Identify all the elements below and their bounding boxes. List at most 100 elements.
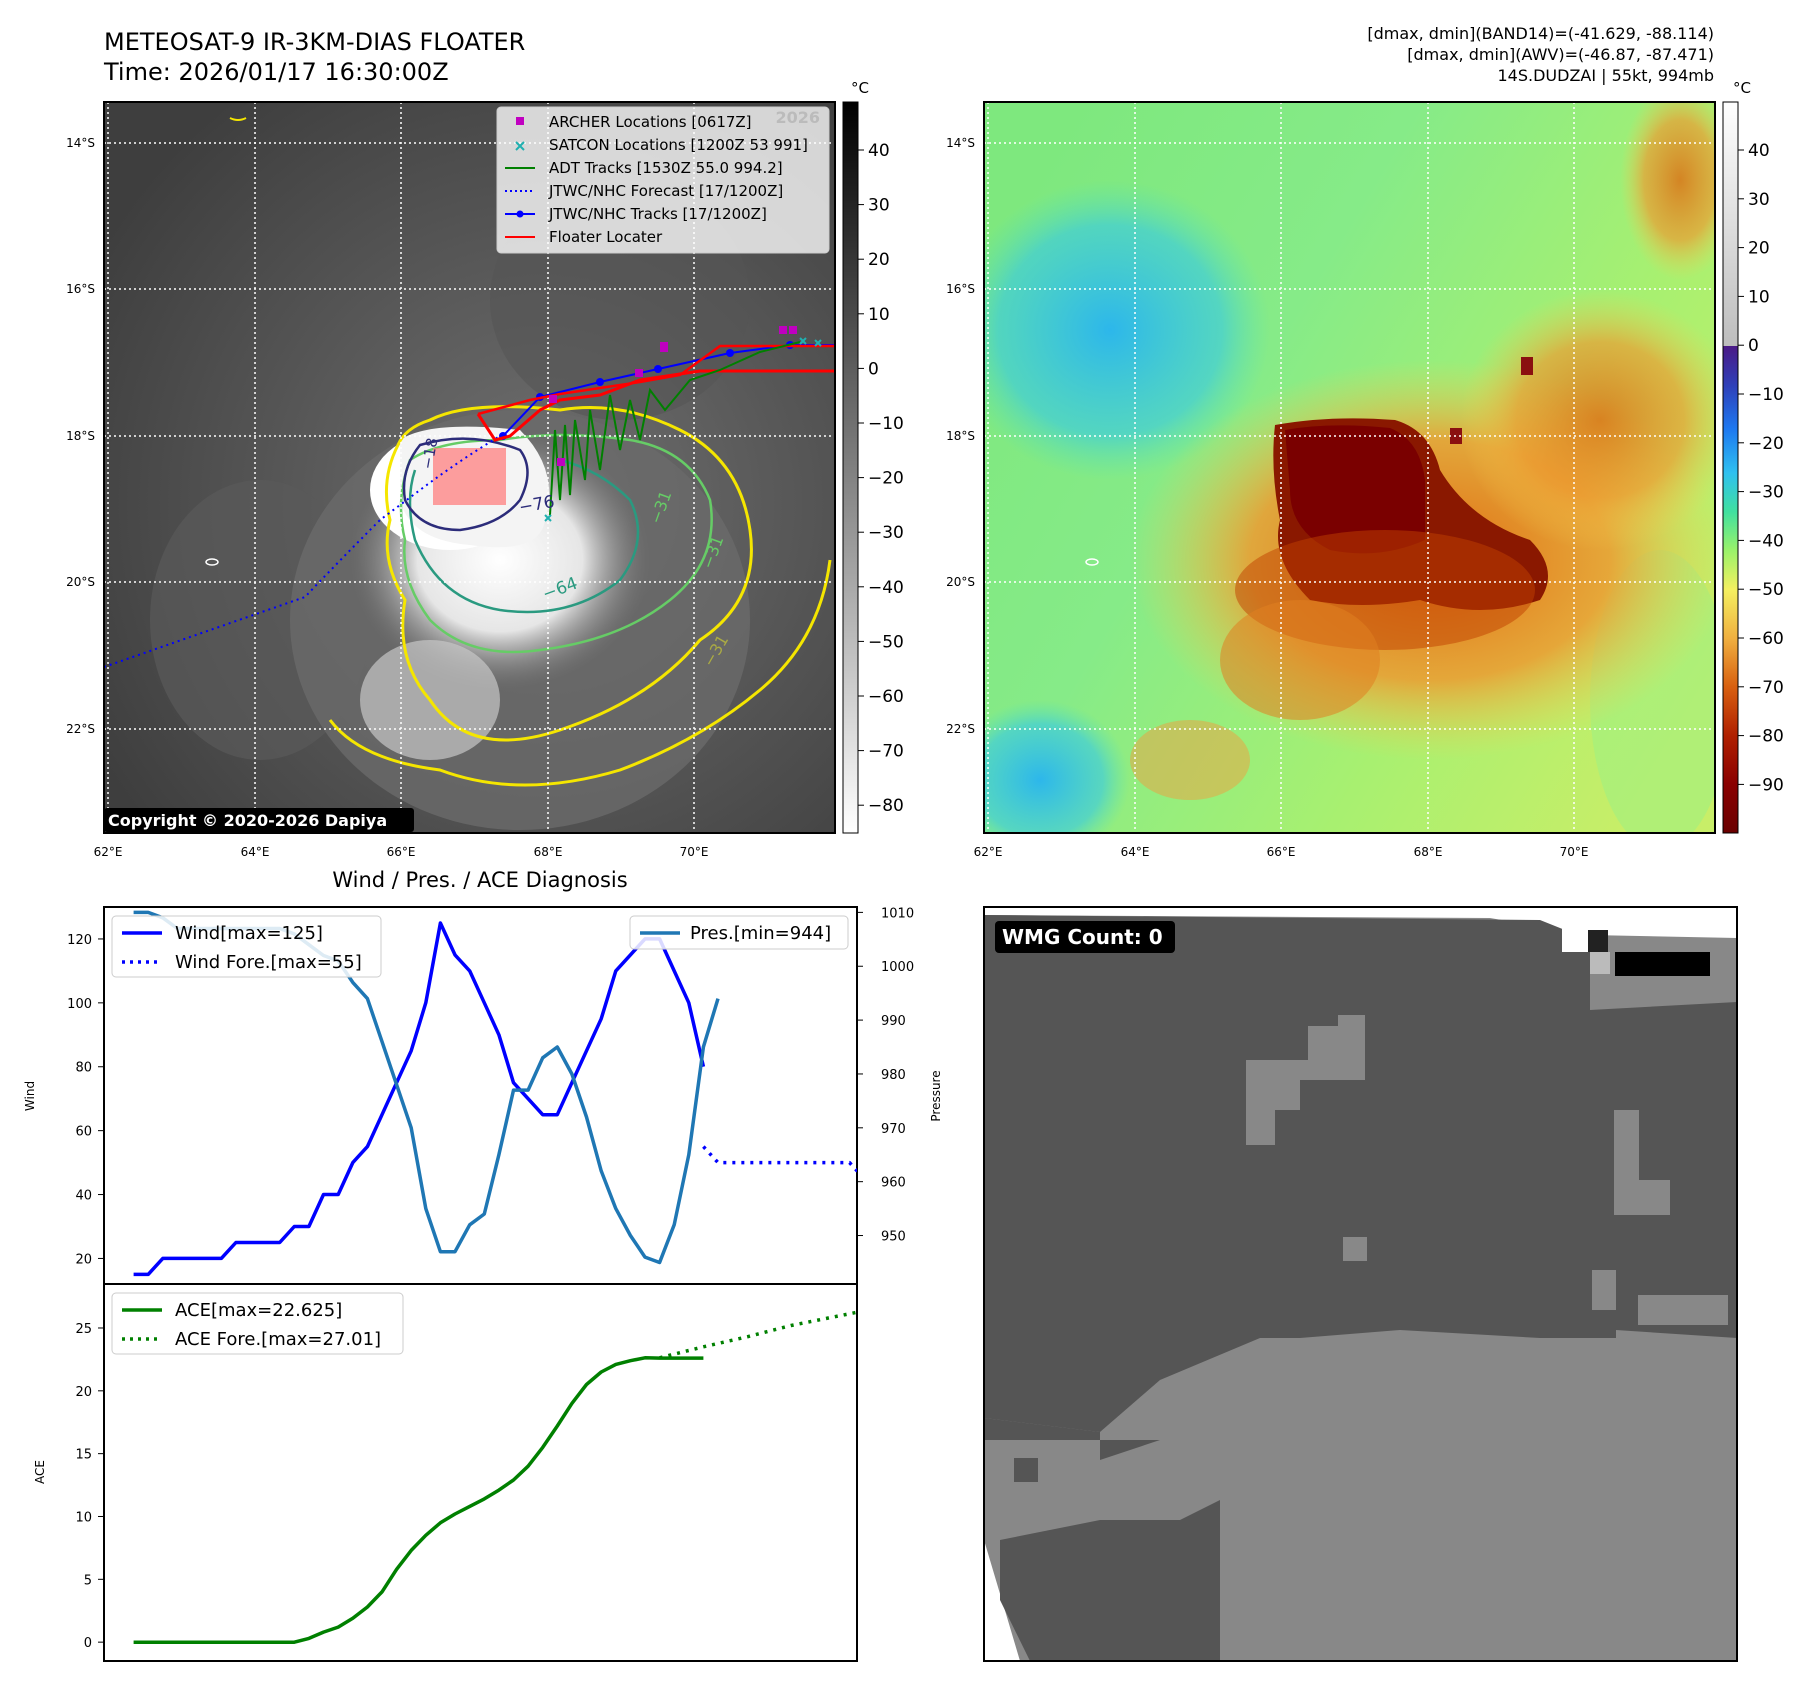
storm-info: 14S.DUDZAI | 55kt, 994mb — [1498, 66, 1715, 85]
legend-satcon-icon — [515, 141, 525, 151]
wind-axis-label: Wind — [23, 1081, 37, 1111]
lat-label: 22°S — [66, 722, 95, 736]
y-tick-label: 10 — [75, 1510, 92, 1525]
contour-label: −18 — [418, 436, 441, 470]
colorbar-tick-label: 40 — [1748, 141, 1770, 161]
lat-label: 16°S — [946, 282, 975, 296]
archer-markers — [549, 326, 797, 466]
y-tick-label: 120 — [67, 933, 92, 948]
colorbar-tick-label: −10 — [868, 414, 904, 434]
satcon-markers — [544, 337, 822, 522]
series-wind — [133, 921, 706, 1277]
y2-tick-label: 950 — [881, 1230, 906, 1245]
colorbar-tick-label: −20 — [868, 469, 904, 489]
colorbar-tick-label: −40 — [1748, 531, 1784, 551]
legend-ace: ACE[max=22.625] — [175, 1300, 342, 1321]
stat-band14: [dmax, dmin](BAND14)=(-41.629, -88.114) — [1367, 24, 1714, 43]
colorbar-unit: °C — [851, 79, 869, 97]
colorbar-tick-label: −80 — [1748, 727, 1784, 747]
colorbar-tick-label: 30 — [1748, 190, 1770, 210]
y-tick-label: 0 — [84, 1636, 92, 1651]
legend-archer-icon — [516, 117, 524, 125]
colorbar-tick-label: 40 — [868, 141, 890, 161]
lon-label: 66°E — [1267, 845, 1296, 859]
colorbar-tick-label: −50 — [1748, 580, 1784, 600]
lon-label: 66°E — [387, 845, 416, 859]
lat-label: 18°S — [946, 429, 975, 443]
colorbar-tick-label: 20 — [868, 250, 890, 270]
lon-label: 68°E — [534, 845, 563, 859]
wmg-panel: WMG Count: 0 — [983, 906, 1738, 1662]
lon-label: 64°E — [1121, 845, 1150, 859]
legend-label: JTWC/NHC Forecast [17/1200Z] — [548, 182, 783, 200]
colorbar-tick-label: 20 — [1748, 239, 1770, 259]
y-tick-label: 60 — [75, 1125, 92, 1140]
legend-wind-forecast: Wind Fore.[max=55] — [175, 952, 362, 973]
legend-label: SATCON Locations [1200Z 53 991] — [549, 136, 808, 154]
pressure-axis-label: Pressure — [929, 1070, 943, 1121]
gray-colorbar: °C 40 30 20 10 0 −10 −20 −30 −40 −50 −60 −70 −80 — [842, 79, 904, 834]
lon-label: 68°E — [1414, 845, 1443, 859]
ace-legend: ACE[max=22.625] ACE Fore.[max=27.01] — [111, 1292, 404, 1355]
colorbar-unit: °C — [1733, 79, 1751, 97]
y-tick-label: 5 — [84, 1573, 92, 1588]
figure-title: METEOSAT-9 IR-3KM-DIAS FLOATER — [104, 28, 525, 56]
copyright: Copyright © 2020-2026 Dapiya — [108, 811, 387, 830]
series-ace-fore — [659, 1310, 857, 1360]
legend-wind: Wind[max=125] — [175, 923, 323, 944]
watermark: 2026 — [775, 108, 820, 127]
y-tick-label: 20 — [75, 1252, 92, 1267]
y2-tick-label: 990 — [881, 1014, 906, 1029]
lon-label: 64°E — [241, 845, 270, 859]
colorbar-tick-label: −20 — [1748, 434, 1784, 454]
legend-pressure: Pres.[min=944] — [690, 923, 831, 944]
y-tick-label: 15 — [75, 1448, 92, 1463]
lat-label: 14°S — [66, 136, 95, 150]
lat-label: 20°S — [946, 575, 975, 589]
lon-label: 62°E — [94, 845, 123, 859]
lat-label: 18°S — [66, 429, 95, 443]
colorbar-tick-label: −70 — [868, 742, 904, 762]
colorbar-tick-label: −30 — [868, 523, 904, 543]
lon-label: 70°E — [680, 845, 709, 859]
map-legend: 2026 ARCHER Locations [0617Z] SATCON Loc… — [496, 106, 830, 254]
y-tick-label: 25 — [75, 1322, 92, 1337]
colorbar-tick-label: 10 — [868, 305, 890, 325]
colorbar-tick-label: −70 — [1748, 678, 1784, 698]
colorbar-tick-label: −10 — [1748, 385, 1784, 405]
y2-tick-label: 980 — [881, 1068, 906, 1083]
y2-tick-label: 1000 — [881, 960, 914, 975]
colorbar-tick-label: −60 — [1748, 629, 1784, 649]
colorbar-tick-label: −90 — [1748, 775, 1784, 795]
y-tick-label: 20 — [75, 1385, 92, 1400]
lon-label: 62°E — [974, 845, 1003, 859]
legend-label: ARCHER Locations [0617Z] — [549, 113, 752, 131]
y-tick-label: 100 — [67, 997, 92, 1012]
ace-chart: ACE 0 5 10 15 20 25 ACE[max=22.625] ACE Fore.… — [33, 1283, 858, 1662]
stat-awv: [dmax, dmin](AWV)=(-46.87, -87.471) — [1407, 45, 1714, 64]
legend-label: JTWC/NHC Tracks [17/1200Z] — [548, 205, 767, 223]
colorbar-tick-label: −30 — [1748, 483, 1784, 503]
wmg-count: WMG Count: 0 — [1002, 925, 1163, 949]
colorbar-tick-label: −50 — [868, 632, 904, 652]
lat-label: 22°S — [946, 722, 975, 736]
wind-pressure-chart: Wind Pressure 20 40 60 80 100 120 950 960 970 98… — [23, 906, 943, 1285]
colorbar-tick-label: 0 — [868, 359, 879, 379]
colorbar-tick-label: −80 — [868, 796, 904, 816]
colorbar-tick-label: −40 — [868, 578, 904, 598]
y2-tick-label: 970 — [881, 1122, 906, 1137]
colorbar-tick-label: 10 — [1748, 287, 1770, 307]
wind-legend: Wind[max=125] Wind Fore.[max=55] — [111, 915, 382, 978]
lat-label: 14°S — [946, 136, 975, 150]
color-colorbar: °C 40 30 20 10 0 −10 −20 −30 −40 −50 −60 −70 −80 −90 — [1722, 79, 1784, 834]
series-ace — [133, 1356, 704, 1644]
legend-label: Floater Locater — [549, 228, 663, 246]
y2-tick-label: 1010 — [881, 906, 914, 921]
y-tick-label: 40 — [75, 1189, 92, 1204]
lon-label: 70°E — [1560, 845, 1589, 859]
legend-label: ADT Tracks [1530Z 55.0 994.2] — [549, 159, 783, 177]
ir-gray-map: −18 −76 −64 −31 −31 −31 2026 ARCHER Loca… — [66, 101, 836, 859]
y2-tick-label: 960 — [881, 1176, 906, 1191]
pressure-legend: Pres.[min=944] — [629, 915, 849, 950]
